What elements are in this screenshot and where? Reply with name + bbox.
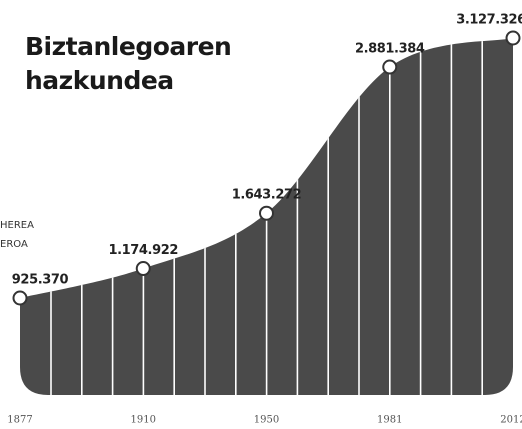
points: 925.370 1877 1.174.922 1910 1.643.272 1950 2.8… [7,13,522,426]
x-tick-label: 1877 [7,415,32,426]
x-tick-label: 1950 [254,415,279,426]
x-tick-label: 1981 [377,415,402,426]
data-label: 2.881.384 [355,42,425,57]
data-point [12,290,28,306]
data-label: 1.643.272 [232,188,302,203]
x-tick-label: 2012 [500,415,522,426]
data-label: 925.370 [12,273,69,288]
data-point [382,59,398,75]
chart-title: hazkundea [25,66,174,95]
x-tick-label: 1910 [131,415,156,426]
data-point [135,261,151,277]
annotation: EROA [0,239,28,250]
annotation: HEREA [0,220,34,231]
data-point [259,205,274,221]
data-point [505,30,521,46]
data-label: 1.174.922 [108,243,178,258]
chart-title: Biztanlegoaren [25,32,231,61]
data-label: 3.127.326 [456,13,522,28]
